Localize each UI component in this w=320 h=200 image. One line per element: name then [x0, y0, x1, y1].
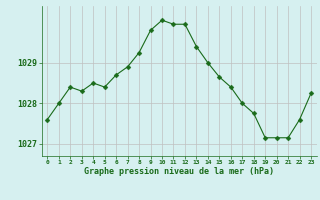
X-axis label: Graphe pression niveau de la mer (hPa): Graphe pression niveau de la mer (hPa)	[84, 167, 274, 176]
